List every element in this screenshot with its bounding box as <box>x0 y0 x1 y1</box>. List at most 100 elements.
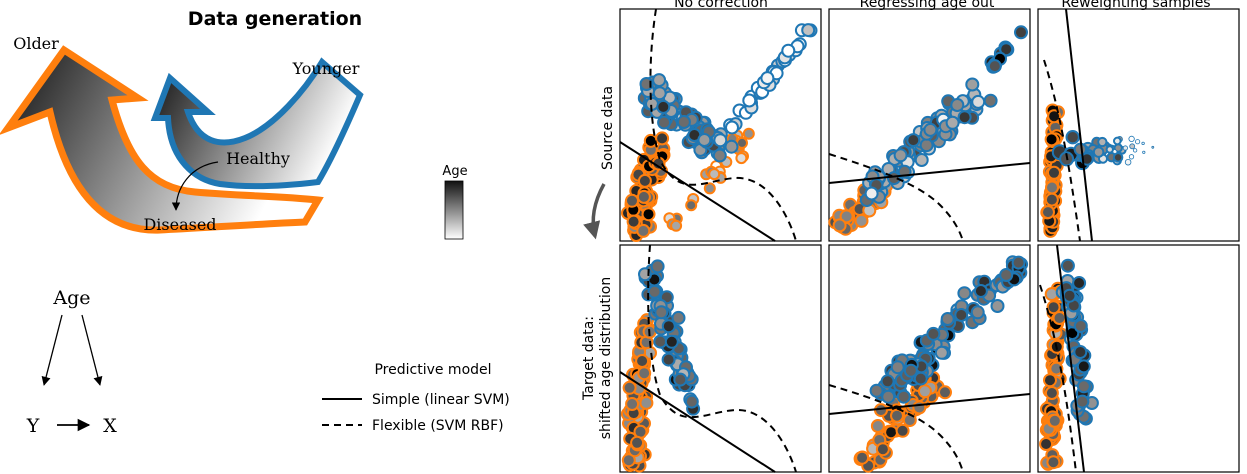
scatter-point-diseased <box>1047 165 1061 180</box>
curved-down-arrow-icon <box>583 183 606 240</box>
scatter-point-healthy <box>1124 158 1132 166</box>
scatter-point-diseased <box>1046 300 1061 315</box>
scatter-point-healthy <box>950 98 965 112</box>
scatter-point-healthy <box>654 305 669 320</box>
scatter-point-diseased <box>854 213 869 228</box>
scatter-point-healthy <box>971 94 986 109</box>
healthy-to-diseased-arrow <box>171 161 219 211</box>
scatter-point-healthy <box>1075 394 1090 409</box>
scatter-point-healthy <box>906 133 921 148</box>
scatter-point-diseased <box>1045 180 1059 195</box>
scatter-point-diseased <box>875 442 890 457</box>
data-generation-title: Data generation <box>188 8 362 30</box>
panel-target-reweighting <box>1037 244 1240 473</box>
scatter-point-diseased <box>1047 413 1062 428</box>
scatter-point-healthy <box>676 115 691 129</box>
rbf-boundary-source-reweighting <box>1043 59 1081 242</box>
scatter-point-healthy <box>712 148 727 163</box>
scatter-point-healthy <box>934 345 949 360</box>
rbf-boundary-target-no-correction <box>647 244 797 473</box>
scatter-point-healthy <box>999 42 1014 57</box>
scatter-point-diseased <box>895 423 910 438</box>
older-label: Older <box>13 34 59 53</box>
scatter-point-diseased <box>1043 373 1057 388</box>
scatter-point-healthy <box>913 371 928 386</box>
scatter-point-healthy <box>957 110 972 125</box>
scatter-point-healthy <box>1132 148 1138 153</box>
dag-age-to-y-arrow <box>41 314 63 386</box>
scatter-point-healthy <box>697 133 712 147</box>
scatter-point-healthy <box>1141 141 1145 146</box>
scatter-point-diseased <box>1039 437 1054 451</box>
scatter-point-healthy <box>661 319 676 334</box>
scatter-point-diseased <box>938 385 952 400</box>
scatter-point-diseased <box>630 435 645 450</box>
scatter-point-healthy <box>781 43 796 58</box>
scatter-point-diseased <box>736 136 748 149</box>
scatter-point-diseased <box>626 214 641 229</box>
scatter-point-diseased <box>890 408 904 423</box>
scatter-point-healthy <box>1105 145 1114 154</box>
scatter-point-healthy <box>919 138 934 153</box>
scatter-point-diseased <box>735 152 748 165</box>
scatter-point-healthy <box>970 305 985 320</box>
scatter-point-healthy <box>990 299 1005 313</box>
scatter-point-healthy <box>864 186 879 201</box>
scatter-point-healthy <box>684 394 699 409</box>
scatter-point-healthy <box>1076 379 1091 394</box>
older-arrow-shape <box>0 45 324 234</box>
scatter-point-healthy <box>664 334 679 349</box>
scatter-point-diseased <box>855 450 870 465</box>
row-label-target-line2: shifted age distribution <box>598 277 614 440</box>
legend-simple-label: Simple (linear SVM) <box>372 392 510 408</box>
scatter-point-diseased <box>917 384 932 399</box>
scatter-point-diseased <box>637 173 652 188</box>
scatter-point-diseased <box>912 400 927 415</box>
scatter-point-healthy <box>652 73 667 88</box>
scatter-point-healthy <box>1076 359 1091 374</box>
scatter-point-diseased <box>636 189 651 204</box>
scatter-point-healthy <box>1128 135 1135 143</box>
scatter-point-healthy <box>1135 139 1141 145</box>
scatter-point-healthy <box>880 374 895 389</box>
scatter-point-healthy <box>725 120 739 135</box>
linear-boundary-target-no-correction <box>619 371 776 473</box>
scatter-point-healthy <box>1151 145 1155 149</box>
scatter-point-diseased <box>1044 192 1059 207</box>
scatter-point-diseased <box>639 395 654 410</box>
dag-y-node: Y <box>26 415 40 437</box>
scatter-point-healthy <box>881 389 896 404</box>
panel-target-regressing <box>828 244 1031 473</box>
diseased-label: Diseased <box>143 215 216 234</box>
scatter-point-healthy <box>1073 345 1088 359</box>
linear-boundary-source-regressing <box>828 162 1031 184</box>
scatter-point-healthy <box>987 59 1002 74</box>
scatter-point-healthy <box>671 310 686 325</box>
scatter-point-diseased <box>625 397 640 411</box>
scatter-point-healthy <box>957 286 972 301</box>
scatter-point-healthy <box>896 389 911 404</box>
scatter-point-diseased <box>832 218 847 233</box>
dag-x-node: X <box>103 415 117 437</box>
scatter-point-healthy <box>1092 146 1105 158</box>
scatter-point-healthy <box>923 122 938 137</box>
scatter-point-healthy <box>650 259 665 274</box>
scatter-point-diseased <box>625 193 639 208</box>
scatter-point-diseased <box>742 127 755 140</box>
scatter-point-healthy <box>713 133 728 148</box>
scatter-point-healthy <box>869 383 884 398</box>
scatter-point-healthy <box>890 360 905 375</box>
scatter-point-diseased <box>1044 386 1059 400</box>
scatter-point-healthy <box>999 268 1014 282</box>
scatter-points-layer <box>620 23 1155 473</box>
scatter-point-diseased <box>1046 455 1061 470</box>
linear-boundary-target-reweighting <box>1056 244 1085 473</box>
scatter-point-healthy <box>954 308 969 322</box>
scatter-point-healthy <box>673 372 688 387</box>
scatter-point-diseased <box>635 354 650 368</box>
scatter-point-healthy <box>926 326 941 341</box>
scatter-point-healthy <box>801 23 816 38</box>
scatter-point-diseased <box>1047 109 1062 124</box>
linear-boundary-source-no-correction <box>619 141 776 242</box>
